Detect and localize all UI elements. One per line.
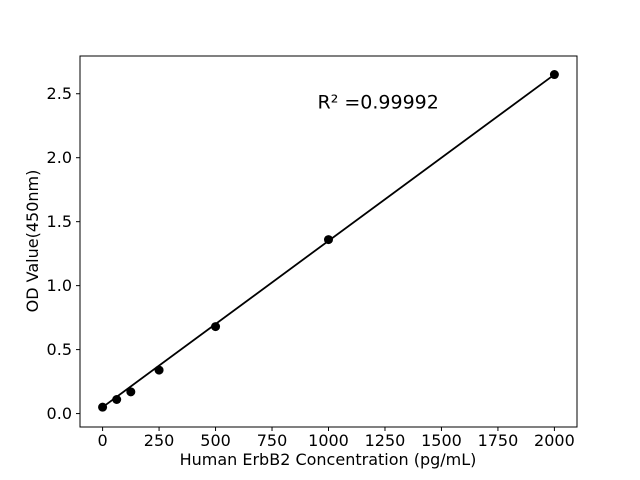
data-point <box>98 402 108 412</box>
y-tick-label: 0.5 <box>46 339 72 359</box>
y-tick-label: 2.0 <box>46 147 72 167</box>
x-tick-label: 250 <box>143 431 175 450</box>
r-squared-annotation: R² =0.99992 <box>317 91 439 114</box>
x-tick-label: 0 <box>97 431 108 450</box>
data-point <box>154 365 164 375</box>
x-tick-label: 750 <box>256 431 288 450</box>
data-point <box>112 394 122 404</box>
data-point <box>324 235 333 245</box>
data-point <box>126 387 136 397</box>
data-point <box>549 70 559 80</box>
y-tick-label: 2.5 <box>46 83 72 103</box>
x-tick-label: 1750 <box>477 431 519 450</box>
y-tick-label: 0.0 <box>46 403 72 423</box>
y-tick-label: 1.0 <box>46 275 72 295</box>
x-tick-label: 500 <box>200 431 231 450</box>
x-tick-label: 1000 <box>308 431 349 450</box>
x-tick-label: 1500 <box>421 431 462 450</box>
data-point <box>211 322 221 332</box>
x-tick-label: 1250 <box>364 431 406 450</box>
y-tick-label: 1.5 <box>46 211 72 231</box>
y-axis-title: OD Value(450nm) <box>23 169 42 313</box>
x-axis-title: Human ErbB2 Concentration (pg/mL) <box>179 450 477 469</box>
x-tick-label: 2000 <box>534 431 575 450</box>
